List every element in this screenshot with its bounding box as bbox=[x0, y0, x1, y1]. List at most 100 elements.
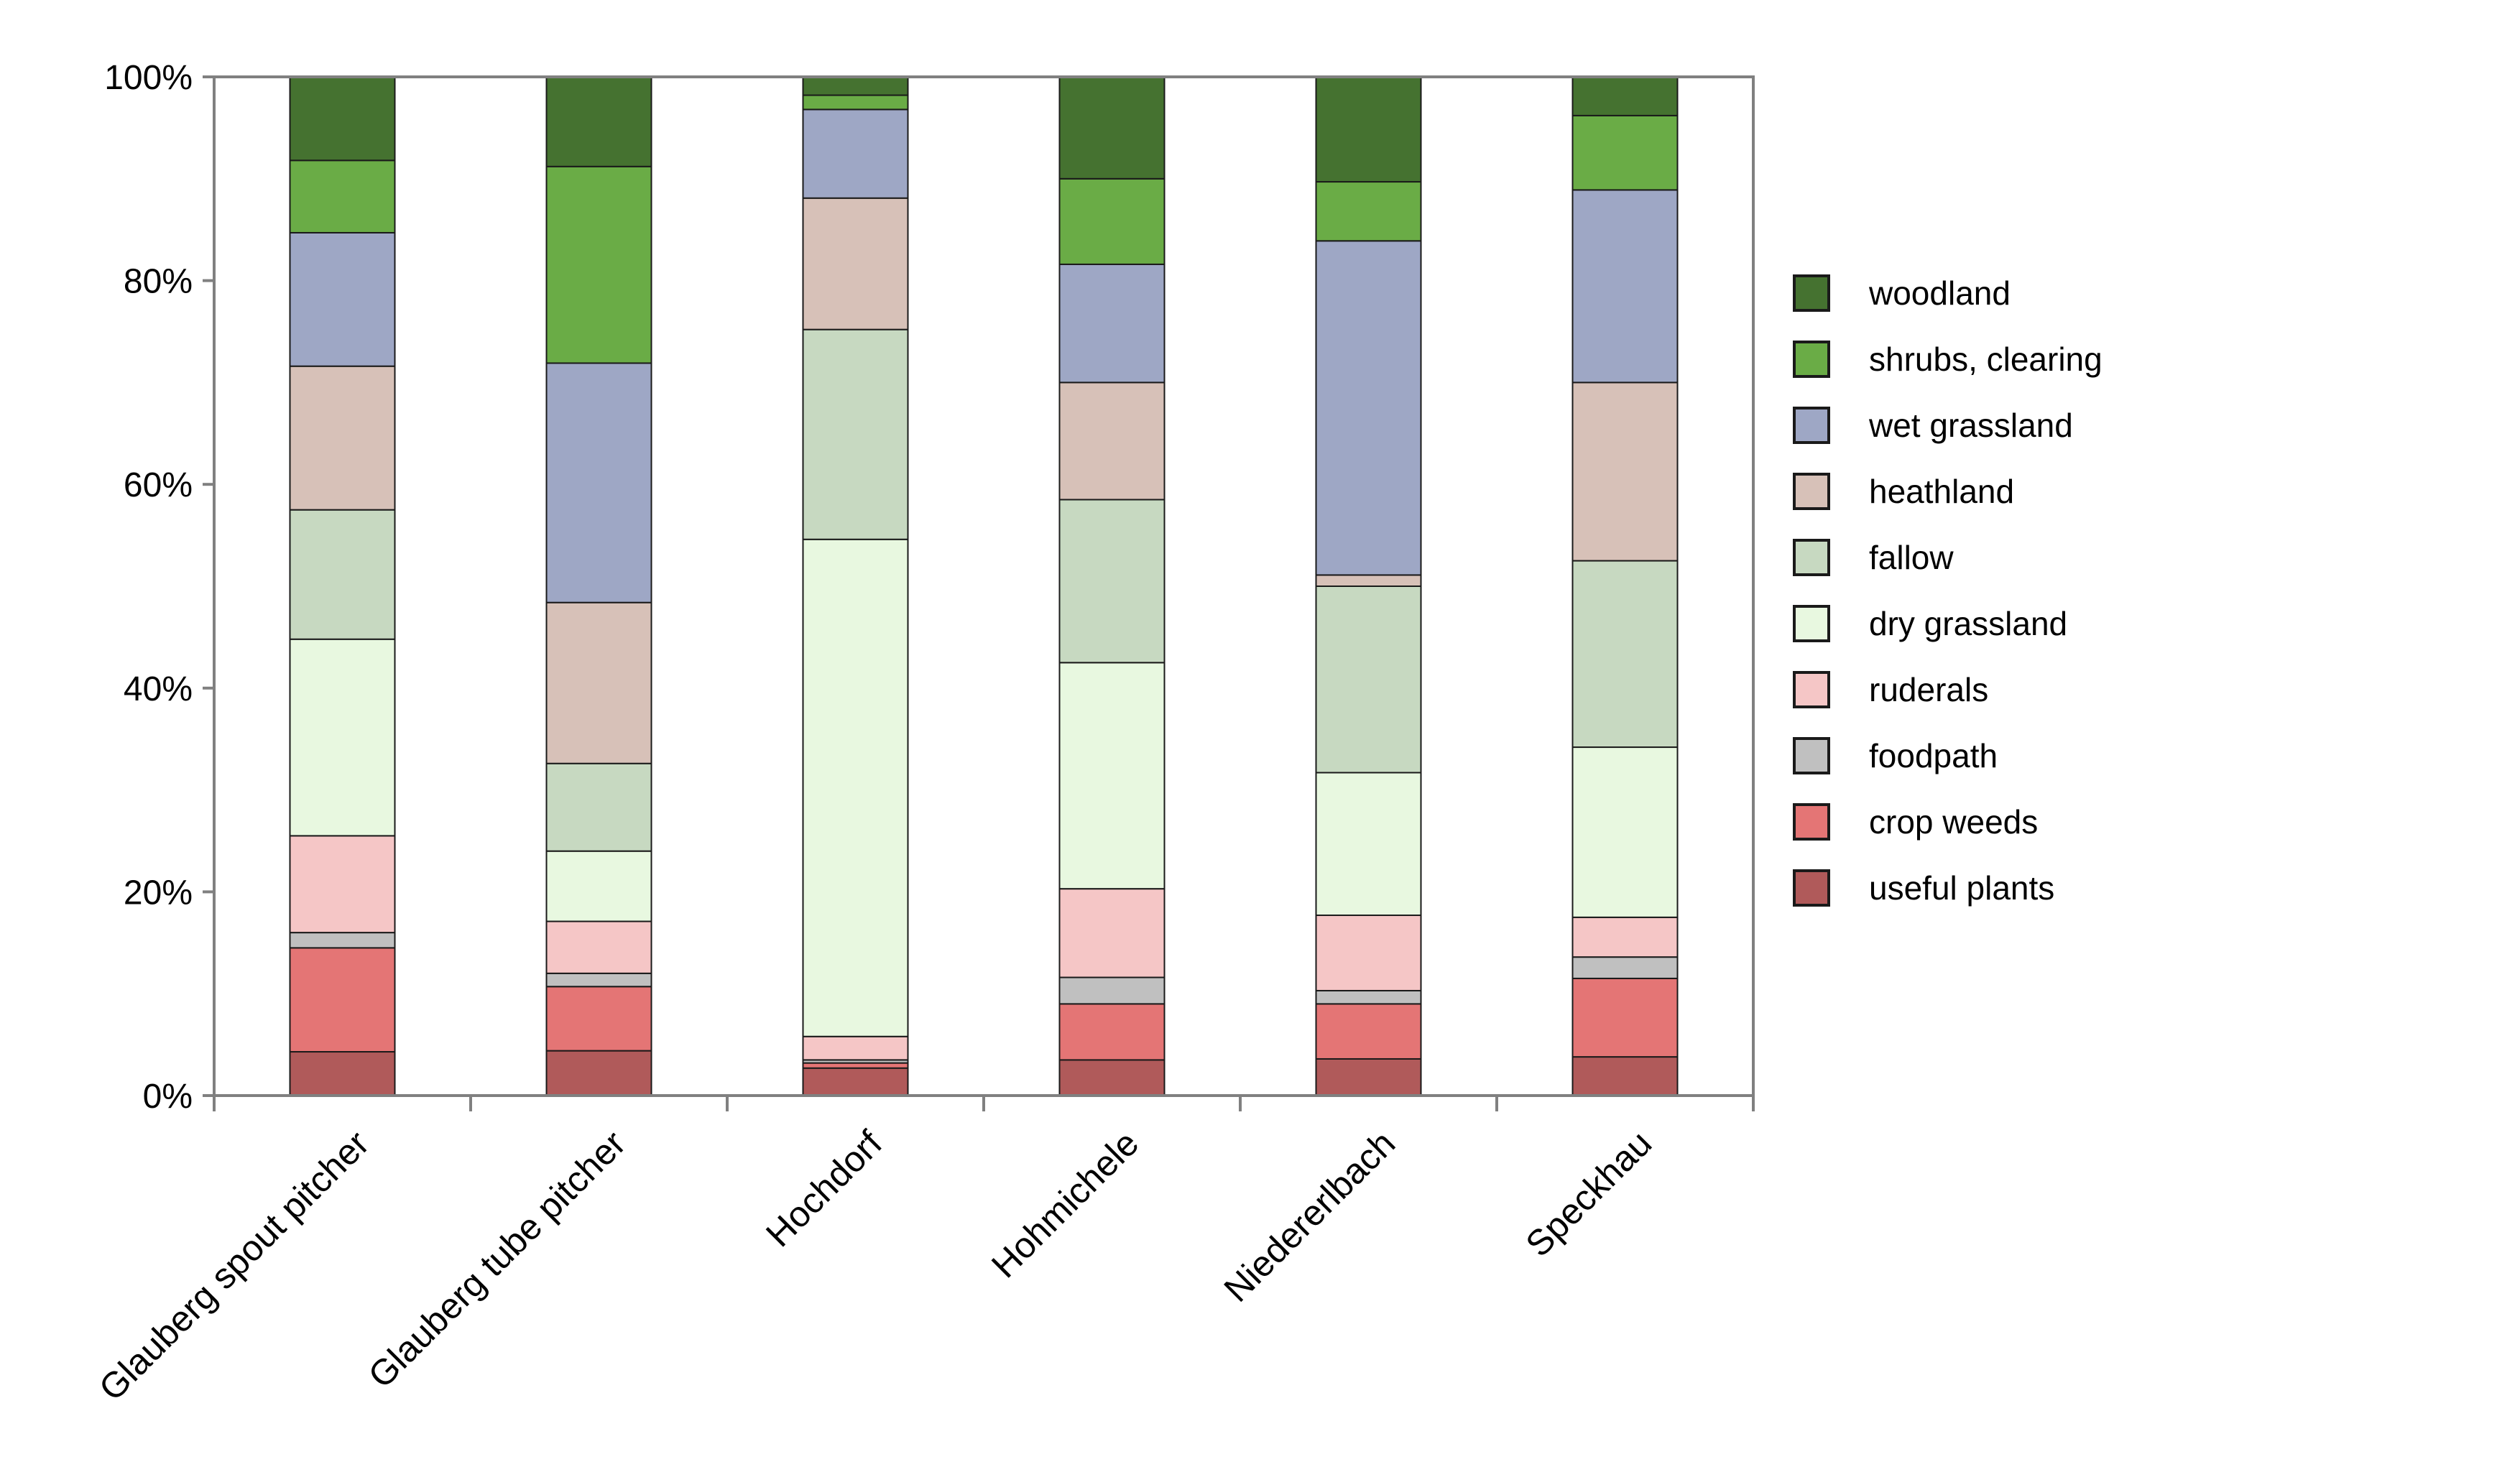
bar-segment-crop-weeds bbox=[802, 1062, 909, 1069]
legend-item-wet-grassland: wet grassland bbox=[1793, 407, 2073, 444]
y-tick-label: 60% bbox=[124, 466, 193, 504]
bar-segment-wet-grassland bbox=[1058, 263, 1166, 384]
bar-hohmichele bbox=[1058, 76, 1166, 1096]
bars-layer bbox=[289, 76, 1679, 1097]
bar-segment-woodland bbox=[1315, 76, 1422, 183]
x-tick-label: Glauberg tube pitcher bbox=[361, 1123, 634, 1396]
bar-segment-dry-grassland bbox=[289, 638, 396, 837]
bar-segment-fallow bbox=[1315, 586, 1422, 774]
bar-segment-dry-grassland bbox=[545, 850, 652, 922]
legend-swatch bbox=[1793, 869, 1830, 907]
bar-segment-crop-weeds bbox=[545, 986, 652, 1052]
bar-segment-useful-plants bbox=[289, 1051, 396, 1096]
bar-segment-foodpath bbox=[545, 972, 652, 988]
legend-swatch bbox=[1793, 341, 1830, 378]
bar-segment-dry-grassland bbox=[1571, 746, 1679, 918]
bar-segment-useful-plants bbox=[545, 1050, 652, 1097]
bar-segment-ruderals bbox=[1058, 888, 1166, 978]
bar-hochdorf bbox=[802, 76, 909, 1096]
bar-segment-heathland bbox=[802, 197, 909, 330]
bar-segment-fallow bbox=[289, 509, 396, 640]
legend-item-crop-weeds: crop weeds bbox=[1793, 803, 2038, 841]
legend-item-ruderals: ruderals bbox=[1793, 671, 1988, 708]
legend-swatch bbox=[1793, 274, 1830, 312]
legend-label: crop weeds bbox=[1869, 803, 2038, 841]
legend-item-useful-plants: useful plants bbox=[1793, 869, 2054, 907]
bar-segment-wet-grassland bbox=[802, 108, 909, 199]
bar-segment-woodland bbox=[289, 76, 396, 162]
bar-segment-crop-weeds bbox=[1058, 1003, 1166, 1061]
bar-speckhau bbox=[1571, 76, 1679, 1096]
legend-label: useful plants bbox=[1869, 869, 2054, 907]
bar-segment-fallow bbox=[1058, 499, 1166, 664]
plot-area-frame bbox=[213, 75, 1755, 1097]
bar-segment-foodpath bbox=[1315, 989, 1422, 1005]
legend-label: foodpath bbox=[1869, 737, 1998, 774]
x-tick-label: Speckhau bbox=[1518, 1123, 1659, 1264]
bar-segment-ruderals bbox=[289, 835, 396, 934]
bar-segment-heathland bbox=[1571, 381, 1679, 562]
legend-item-foodpath: foodpath bbox=[1793, 737, 1998, 774]
bar-segment-shrubs-clearing bbox=[289, 159, 396, 233]
bar-segment-fallow bbox=[802, 328, 909, 540]
legend-swatch bbox=[1793, 407, 1830, 444]
legend-swatch bbox=[1793, 605, 1830, 642]
bar-segment-wet-grassland bbox=[289, 231, 396, 367]
legend-item-shrubs-clearing: shrubs, clearing bbox=[1793, 341, 2103, 378]
bar-segment-shrubs-clearing bbox=[1571, 114, 1679, 191]
bar-glauberg-spout-pitcher bbox=[289, 76, 396, 1096]
bar-segment-shrubs-clearing bbox=[1058, 177, 1166, 265]
y-tick-label: 40% bbox=[124, 670, 193, 708]
bar-segment-foodpath bbox=[1571, 956, 1679, 979]
bar-segment-crop-weeds bbox=[1571, 977, 1679, 1058]
legend-label: shrubs, clearing bbox=[1869, 341, 2103, 378]
bar-segment-heathland bbox=[1315, 574, 1422, 587]
legend-label: ruderals bbox=[1869, 671, 1988, 708]
bar-segment-useful-plants bbox=[1571, 1056, 1679, 1096]
bar-segment-foodpath bbox=[289, 932, 396, 949]
bar-segment-useful-plants bbox=[1315, 1058, 1422, 1097]
y-tick-label: 20% bbox=[124, 874, 193, 912]
bar-segment-woodland bbox=[1571, 76, 1679, 116]
bar-segment-dry-grassland bbox=[1315, 772, 1422, 917]
bar-segment-shrubs-clearing bbox=[545, 165, 652, 364]
bar-segment-useful-plants bbox=[802, 1067, 909, 1096]
bar-segment-ruderals bbox=[1315, 915, 1422, 991]
legend-item-fallow: fallow bbox=[1793, 539, 1954, 576]
bar-segment-wet-grassland bbox=[545, 362, 652, 603]
bar-segment-wet-grassland bbox=[1315, 240, 1422, 576]
bar-segment-woodland bbox=[545, 76, 652, 167]
legend-item-woodland: woodland bbox=[1793, 274, 2011, 312]
bar-segment-heathland bbox=[545, 601, 652, 764]
bar-segment-crop-weeds bbox=[289, 947, 396, 1053]
y-tick-label: 80% bbox=[124, 263, 193, 301]
y-tick-label: 100% bbox=[104, 59, 193, 97]
legend-swatch bbox=[1793, 803, 1830, 841]
bar-segment-ruderals bbox=[545, 920, 652, 974]
bar-segment-wet-grassland bbox=[1571, 189, 1679, 384]
bar-segment-shrubs-clearing bbox=[1315, 181, 1422, 242]
bar-segment-fallow bbox=[1571, 560, 1679, 749]
legend-item-heathland: heathland bbox=[1793, 473, 2014, 510]
legend-label: heathland bbox=[1869, 473, 2014, 510]
bar-niedererlbach bbox=[1315, 76, 1422, 1097]
legend-label: woodland bbox=[1868, 274, 2011, 312]
bar-segment-crop-weeds bbox=[1315, 1003, 1422, 1060]
x-tick-label: Glauberg spout pitcher bbox=[91, 1123, 377, 1408]
legend-label: dry grassland bbox=[1869, 605, 2067, 642]
bar-segment-heathland bbox=[289, 365, 396, 511]
legend-item-dry-grassland: dry grassland bbox=[1793, 605, 2067, 642]
bar-segment-heathland bbox=[1058, 381, 1166, 501]
bar-glauberg-tube-pitcher bbox=[545, 76, 652, 1097]
bar-segment-woodland bbox=[802, 76, 909, 96]
legend-label: wet grassland bbox=[1868, 407, 2073, 444]
bar-segment-ruderals bbox=[802, 1035, 909, 1061]
bar-segment-dry-grassland bbox=[1058, 662, 1166, 890]
bar-segment-shrubs-clearing bbox=[802, 94, 909, 111]
x-tick-label: Niedererlbach bbox=[1217, 1123, 1403, 1310]
x-tick-label: Hohmichele bbox=[984, 1123, 1146, 1285]
bar-segment-fallow bbox=[545, 762, 652, 852]
legend: woodland shrubs, clearing wet grassland hea… bbox=[1793, 274, 2103, 907]
